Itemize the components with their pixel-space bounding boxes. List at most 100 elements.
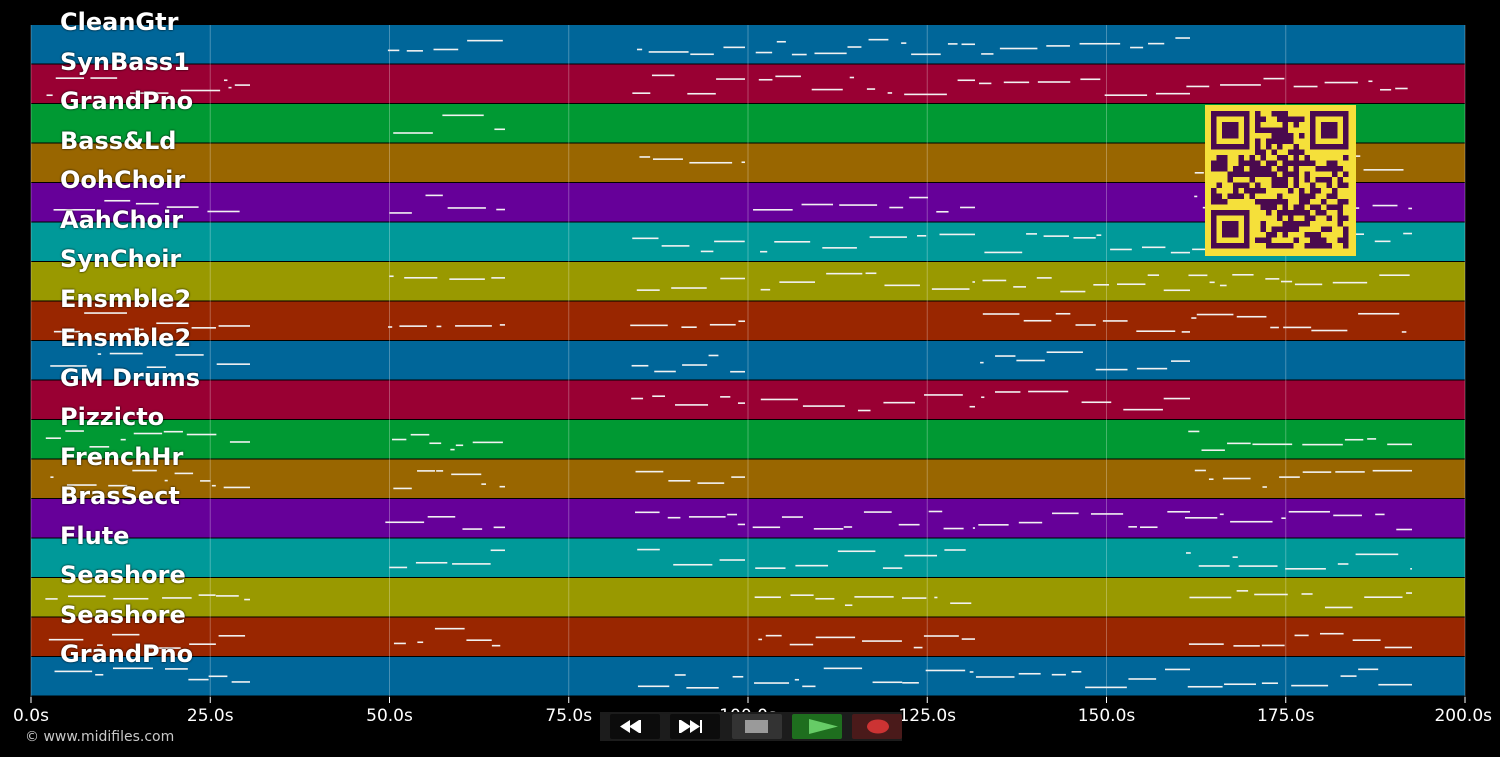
note xyxy=(164,668,188,670)
note xyxy=(466,639,492,641)
qr-module xyxy=(1288,221,1294,227)
note xyxy=(175,354,204,356)
qr-module xyxy=(1310,160,1316,166)
qr-module xyxy=(1282,155,1288,161)
track-lane[interactable] xyxy=(31,64,1465,104)
qr-module xyxy=(1222,166,1228,172)
qr-module xyxy=(1271,127,1277,133)
qr-module xyxy=(1260,166,1266,172)
qr-module xyxy=(1244,171,1250,177)
qr-module xyxy=(1343,215,1349,221)
qr-module xyxy=(1277,226,1283,232)
track-lane[interactable] xyxy=(31,617,1465,657)
note xyxy=(1280,280,1293,283)
qr-module xyxy=(1288,188,1294,194)
qr-module xyxy=(1326,193,1332,199)
record-icon xyxy=(867,719,889,734)
qr-module xyxy=(1299,193,1305,199)
note xyxy=(1085,686,1127,689)
qr-module xyxy=(1293,182,1299,188)
track-lane[interactable] xyxy=(31,380,1465,420)
note xyxy=(493,526,505,529)
note xyxy=(66,484,97,486)
track-lane[interactable] xyxy=(31,301,1465,341)
qr-module xyxy=(1293,204,1299,210)
qr-module xyxy=(1255,171,1261,177)
note xyxy=(425,194,443,197)
qr-module xyxy=(1310,237,1316,243)
track-lane[interactable] xyxy=(31,420,1465,459)
qr-module xyxy=(1304,171,1310,177)
note xyxy=(1263,77,1285,80)
note xyxy=(1123,408,1163,411)
note xyxy=(1080,78,1101,81)
note xyxy=(1335,471,1365,473)
note xyxy=(815,636,856,639)
record-button[interactable] xyxy=(852,714,902,739)
note xyxy=(1096,234,1102,236)
qr-module xyxy=(1244,160,1250,166)
note xyxy=(794,678,799,681)
track-lane[interactable] xyxy=(31,341,1465,380)
track-label: Seashore xyxy=(60,600,186,629)
time-tick-label: 75.0s xyxy=(545,706,593,726)
qr-module xyxy=(1271,232,1277,238)
note xyxy=(673,563,713,566)
qr-module xyxy=(1282,182,1288,188)
track-lane[interactable] xyxy=(31,262,1465,301)
note xyxy=(925,669,966,672)
qr-module xyxy=(1282,133,1288,139)
track-lane[interactable] xyxy=(31,25,1465,64)
note xyxy=(826,272,863,275)
qr-module xyxy=(1288,138,1294,144)
qr-module xyxy=(1260,226,1266,232)
track-label: CleanGtr xyxy=(60,8,179,36)
rewind-button[interactable] xyxy=(610,714,660,739)
qr-module xyxy=(1326,160,1332,166)
note xyxy=(1003,81,1030,84)
qr-module xyxy=(1326,204,1332,210)
note xyxy=(218,635,246,637)
qr-module xyxy=(1255,127,1261,133)
note xyxy=(675,404,709,406)
note xyxy=(1075,324,1096,326)
track-lane[interactable] xyxy=(31,499,1465,538)
note xyxy=(708,354,719,357)
track-lane[interactable] xyxy=(31,538,1465,578)
note xyxy=(389,566,408,569)
track-label: OohChoir xyxy=(60,166,186,194)
qr-module xyxy=(1288,116,1294,122)
note xyxy=(1013,286,1027,288)
note xyxy=(917,235,927,237)
note xyxy=(865,272,877,275)
qr-module xyxy=(1233,188,1239,194)
play-button[interactable] xyxy=(792,714,842,739)
note xyxy=(211,484,216,487)
qr-module xyxy=(1326,215,1332,221)
note xyxy=(90,77,118,79)
note xyxy=(1294,634,1309,637)
fast-forward-button[interactable] xyxy=(670,714,720,739)
stop-button[interactable] xyxy=(732,714,782,739)
qr-module xyxy=(1271,226,1277,232)
qr-module xyxy=(1337,210,1343,216)
note xyxy=(898,523,920,526)
qr-module xyxy=(1299,133,1305,139)
track-lane[interactable] xyxy=(31,657,1465,696)
note xyxy=(393,487,412,490)
note xyxy=(472,441,503,444)
note xyxy=(811,88,843,91)
qr-module xyxy=(1282,111,1288,117)
qr-module xyxy=(1282,210,1288,216)
note xyxy=(813,528,844,530)
qr-module xyxy=(1332,166,1338,172)
note xyxy=(1344,438,1364,441)
note xyxy=(950,602,972,605)
note xyxy=(760,250,768,253)
note xyxy=(417,470,435,472)
track-label: Bass&Ld xyxy=(60,126,177,155)
qr-module xyxy=(1238,182,1244,188)
note xyxy=(984,251,1023,254)
note xyxy=(1079,42,1121,45)
qr-module xyxy=(1266,243,1272,249)
